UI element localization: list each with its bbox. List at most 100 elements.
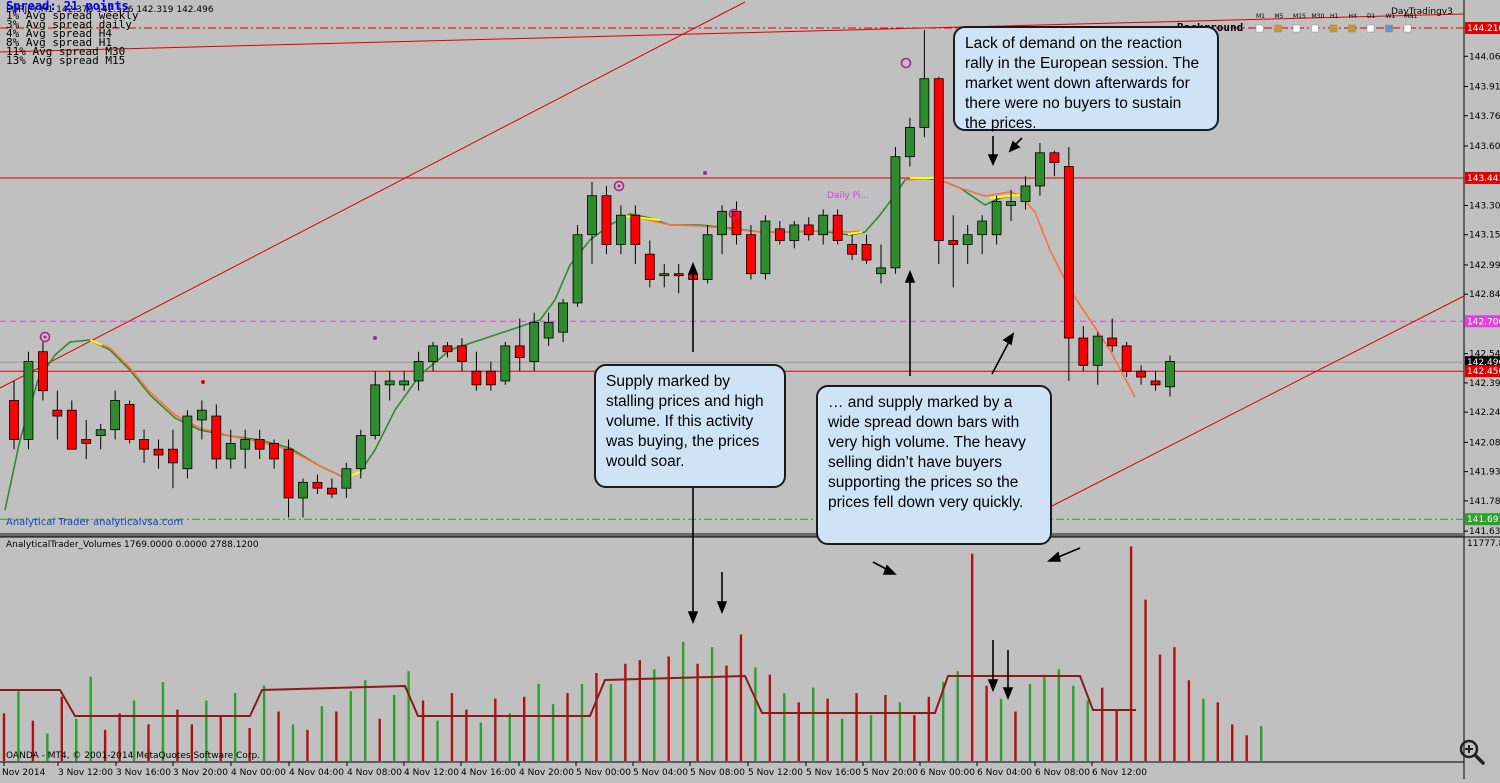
bear-candle[interactable] [52,409,63,417]
bull-candle[interactable] [876,267,886,275]
bear-candle[interactable] [66,409,77,450]
timeframe-signal-box[interactable] [1329,24,1338,33]
bear-candle[interactable] [861,244,872,261]
bull-candle[interactable] [572,234,583,304]
signal-dot-marker[interactable] [201,380,205,384]
bear-candle[interactable] [1107,337,1118,347]
bull-candle[interactable] [399,380,410,386]
bull-candle[interactable] [23,361,34,440]
bull-candle[interactable] [760,220,771,275]
bear-candle[interactable] [644,253,655,280]
bull-candle[interactable] [890,156,901,269]
bull-candle[interactable] [413,361,424,382]
bull-candle[interactable] [991,201,1002,236]
timeframe-signal-box[interactable] [1366,24,1375,33]
bull-candle[interactable] [558,302,568,333]
bear-candle[interactable] [933,78,944,241]
bull-candle[interactable] [818,214,829,236]
bear-candle[interactable] [9,400,19,440]
bear-candle[interactable] [832,214,843,241]
bull-candle[interactable] [95,429,106,436]
signal-dot-marker[interactable] [373,336,377,340]
bull-candle[interactable] [717,210,727,236]
signal-ring-marker[interactable] [900,57,912,69]
bull-candle[interactable] [428,345,438,362]
bull-candle[interactable] [905,127,915,158]
fast-moving-average[interactable] [4,177,1021,511]
bear-candle[interactable] [514,345,525,358]
bear-candle[interactable] [485,370,496,386]
bear-candle[interactable] [326,487,337,495]
timeframe-signal-box[interactable] [1311,24,1319,33]
timeframe-signal-box[interactable] [1292,24,1301,33]
bear-candle[interactable] [283,448,294,499]
bull-candle[interactable] [587,195,597,236]
bear-candle[interactable] [471,370,482,386]
bear-candle[interactable] [211,415,222,460]
bear-candle[interactable] [139,439,149,450]
timeframe-signal-box[interactable] [1348,24,1356,33]
bull-candle[interactable] [616,214,626,245]
bull-candle[interactable] [225,442,236,460]
bear-candle[interactable] [1049,152,1060,163]
bull-candle[interactable] [919,78,930,128]
bull-candle[interactable] [384,380,395,386]
bull-candle[interactable] [298,481,308,499]
bear-candle[interactable] [630,214,641,245]
bear-candle[interactable] [457,345,467,362]
lower-trendline[interactable] [1047,295,1465,509]
bull-candle[interactable] [1035,152,1045,187]
bear-candle[interactable] [948,240,959,245]
signal-ring-marker[interactable] [39,331,51,343]
timeframe-signal-box[interactable] [1274,24,1282,33]
bull-candle[interactable] [702,234,713,280]
bull-candle[interactable] [529,322,540,362]
bear-candle[interactable] [1078,337,1089,366]
bear-candle[interactable] [254,439,265,450]
bull-candle[interactable] [1092,335,1103,366]
bull-candle[interactable] [543,322,554,339]
bull-candle[interactable] [1006,201,1016,206]
bear-candle[interactable] [1150,380,1161,386]
bull-candle[interactable] [341,468,352,489]
bear-candle[interactable] [1136,370,1146,378]
bear-candle[interactable] [803,224,814,236]
bear-candle[interactable] [153,448,164,456]
bull-candle[interactable] [1020,185,1031,202]
bear-candle[interactable] [1121,345,1132,372]
bull-candle[interactable] [1165,361,1175,388]
bull-candle[interactable] [789,224,800,241]
bear-candle[interactable] [731,210,742,236]
panel-separator[interactable] [0,533,1464,537]
timeframe-signal-box[interactable] [1403,24,1412,33]
timeframe-signal-box[interactable] [1385,24,1393,33]
bull-candle[interactable] [110,400,121,431]
upper-trendline[interactable] [0,13,1465,53]
bear-candle[interactable] [1063,166,1074,339]
rising-trendline[interactable] [0,1,746,389]
bear-candle[interactable] [81,439,92,444]
bear-candle[interactable] [847,244,857,255]
bear-candle[interactable] [442,345,453,353]
bull-candle[interactable] [977,220,988,236]
bull-candle[interactable] [659,273,670,277]
bull-candle[interactable] [196,409,207,421]
bull-candle[interactable] [355,435,366,470]
bear-candle[interactable] [269,442,280,460]
bear-candle[interactable] [124,403,135,440]
zoom-icon[interactable] [1458,738,1486,766]
signal-ring-marker[interactable] [728,208,740,220]
bull-candle[interactable] [962,234,973,245]
bear-candle[interactable] [673,273,684,277]
bear-candle[interactable] [746,234,756,275]
bear-candle[interactable] [774,228,785,241]
volume-average-line[interactable] [0,674,1136,717]
bull-candle[interactable] [370,384,381,436]
bull-candle[interactable] [240,439,251,450]
bull-candle[interactable] [500,345,511,382]
signal-ring-marker[interactable] [613,180,625,192]
timeframe-signal-box[interactable] [1255,24,1264,33]
bear-candle[interactable] [38,351,48,392]
slow-moving-average-3[interactable] [904,177,1136,398]
